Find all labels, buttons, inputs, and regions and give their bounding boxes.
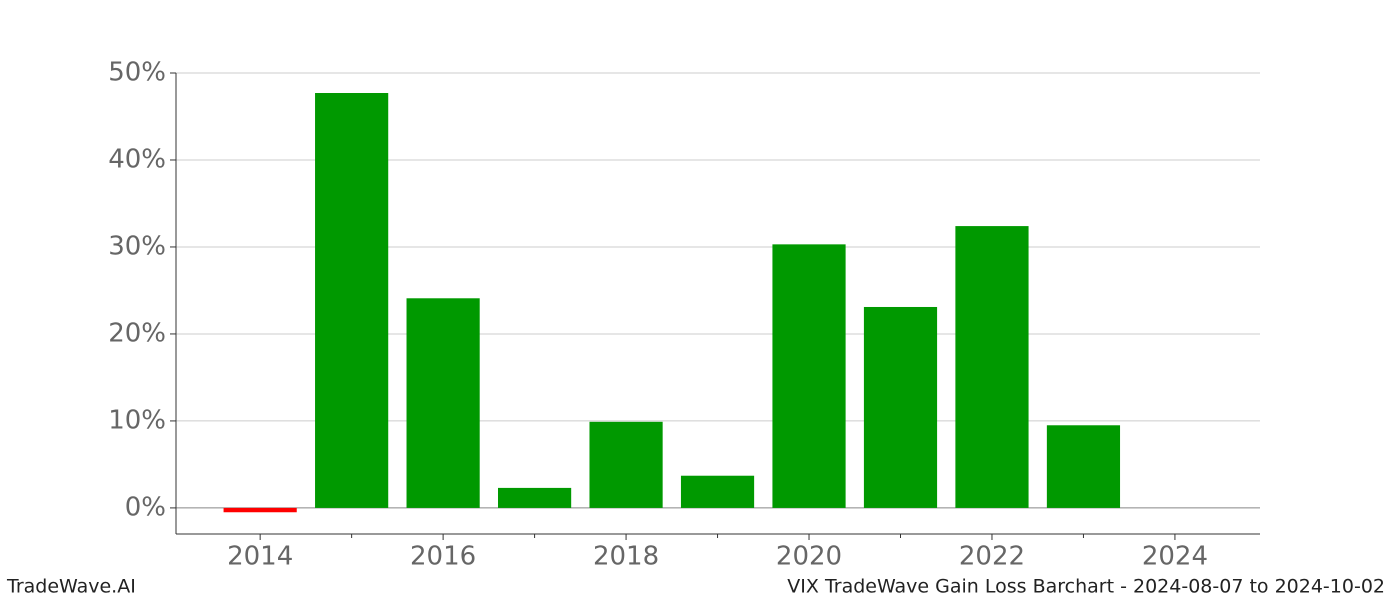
bar	[772, 244, 846, 508]
bar	[1046, 425, 1121, 508]
x-tick-label: 2024	[1142, 542, 1208, 572]
y-tick-label: 20%	[108, 318, 166, 348]
y-tick-label: 50%	[108, 58, 166, 88]
y-tick-label: 10%	[108, 405, 166, 435]
bar	[497, 487, 572, 508]
footer-right: VIX TradeWave Gain Loss Barchart - 2024-…	[787, 576, 1385, 598]
x-tick-label: 2016	[410, 542, 476, 572]
x-tick-label: 2022	[959, 542, 1025, 572]
y-tick-label: 40%	[108, 144, 166, 174]
x-tick-label: 2020	[776, 542, 842, 572]
bar	[315, 93, 389, 508]
y-tick-label: 0%	[125, 492, 166, 522]
bar	[589, 421, 663, 508]
x-tick-label: 2014	[227, 542, 293, 572]
bar	[863, 306, 938, 508]
x-tick-label: 2018	[593, 542, 659, 572]
footer-left: TradeWave.AI	[6, 576, 136, 598]
bar	[406, 298, 480, 508]
bar	[680, 475, 755, 508]
y-tick-label: 30%	[108, 231, 166, 261]
bar	[955, 226, 1029, 508]
bar	[223, 507, 297, 513]
